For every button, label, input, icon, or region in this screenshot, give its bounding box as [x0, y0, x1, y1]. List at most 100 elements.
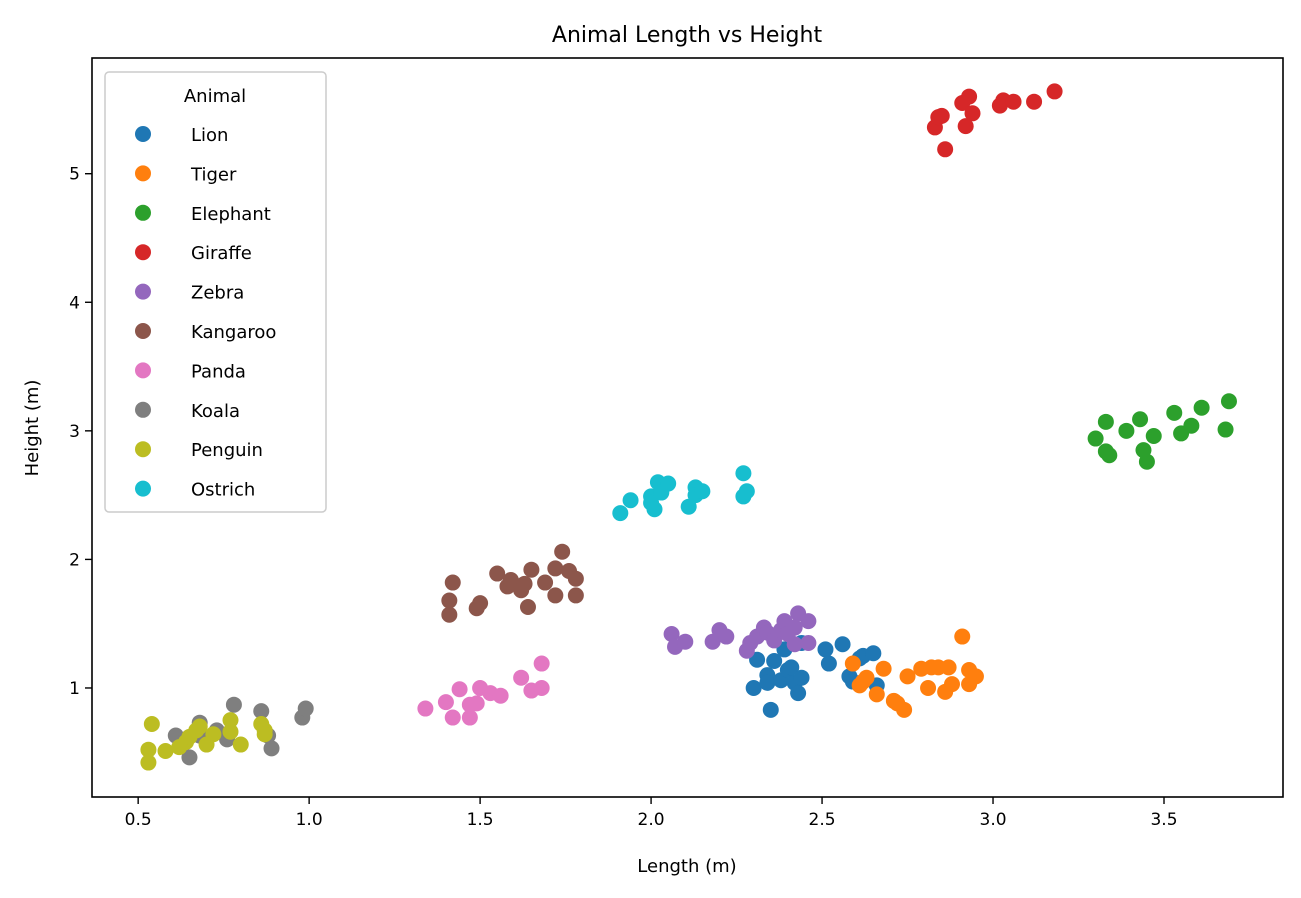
- data-point: [205, 726, 222, 743]
- data-point: [735, 465, 752, 482]
- x-tick-label: 2.5: [809, 810, 836, 830]
- legend-label: Giraffe: [191, 243, 252, 264]
- data-point: [143, 715, 160, 732]
- data-point: [943, 676, 960, 693]
- legend-label: Panda: [191, 361, 246, 382]
- data-point: [1087, 430, 1104, 447]
- legend-item: Zebra: [135, 283, 244, 304]
- series-panda: [417, 655, 550, 726]
- legend-marker: [135, 283, 151, 300]
- data-point: [1026, 93, 1043, 110]
- legend-item: Panda: [135, 361, 246, 382]
- data-point: [516, 575, 533, 592]
- data-point: [663, 625, 680, 642]
- data-point: [502, 571, 519, 588]
- data-point: [533, 679, 550, 696]
- series-giraffe: [926, 83, 1063, 158]
- data-point: [554, 543, 571, 560]
- data-point: [786, 619, 803, 636]
- legend: Animal Lion Tiger Elephant Giraffe Zebra Kang…: [104, 71, 327, 513]
- data-point: [444, 709, 461, 726]
- data-point: [858, 669, 875, 686]
- data-point: [1005, 93, 1022, 110]
- data-point: [451, 681, 468, 698]
- data-point: [786, 636, 803, 653]
- data-point: [680, 498, 697, 515]
- data-point: [1220, 393, 1237, 410]
- legend-marker: [135, 401, 151, 418]
- y-tick-label: 2: [69, 550, 80, 570]
- data-point: [441, 592, 458, 609]
- data-point: [820, 655, 837, 672]
- series-kangaroo: [441, 543, 584, 623]
- data-point: [677, 633, 694, 650]
- data-point: [954, 94, 971, 111]
- legend-marker: [135, 362, 151, 379]
- data-point: [417, 700, 434, 717]
- data-point: [749, 651, 766, 668]
- x-tick-label: 2.0: [638, 810, 665, 830]
- data-point: [1097, 413, 1114, 430]
- legend-label: Elephant: [191, 204, 271, 225]
- legend-label: Lion: [191, 125, 228, 146]
- data-point: [964, 105, 981, 122]
- legend-title: Animal: [184, 86, 246, 107]
- y-axis: 1 2 3 4 5: [69, 165, 92, 699]
- data-point: [834, 636, 851, 653]
- legend-item: Ostrich: [135, 480, 255, 501]
- data-point: [1166, 404, 1183, 421]
- data-point: [181, 749, 198, 766]
- y-tick-label: 4: [69, 293, 80, 313]
- x-tick-label: 3.0: [980, 810, 1007, 830]
- legend-item: Penguin: [135, 440, 263, 461]
- data-point: [704, 633, 721, 650]
- x-axis-label: Length (m): [637, 856, 736, 877]
- y-tick-label: 5: [69, 165, 80, 185]
- data-point: [437, 694, 454, 711]
- data-point: [1145, 427, 1162, 444]
- legend-marker: [135, 204, 151, 221]
- data-point: [612, 505, 629, 522]
- data-point: [800, 634, 817, 651]
- legend-label: Kangaroo: [191, 322, 276, 343]
- chart-title: Animal Length vs Height: [552, 23, 823, 48]
- data-point: [745, 679, 762, 696]
- data-point: [759, 674, 776, 691]
- data-point: [920, 679, 937, 696]
- data-point: [1132, 411, 1149, 428]
- data-point: [547, 587, 564, 604]
- legend-label: Koala: [191, 401, 240, 422]
- data-point: [533, 655, 550, 672]
- data-point: [472, 595, 489, 612]
- legend-item: Elephant: [135, 204, 271, 225]
- series-tiger: [844, 628, 984, 718]
- y-tick-label: 1: [69, 679, 80, 699]
- data-point: [1183, 417, 1200, 434]
- legend-marker: [135, 480, 151, 497]
- data-point: [622, 492, 639, 509]
- legend-item: Lion: [135, 125, 228, 146]
- data-point: [718, 628, 735, 645]
- series-penguin: [140, 712, 273, 771]
- data-point: [790, 685, 807, 702]
- data-point: [461, 709, 478, 726]
- legend-label: Ostrich: [191, 480, 255, 501]
- x-tick-label: 1.0: [296, 810, 323, 830]
- data-point: [567, 570, 584, 587]
- data-point: [492, 687, 509, 704]
- data-point: [844, 655, 861, 672]
- legend-frame: [104, 71, 327, 513]
- series-elephant: [1087, 393, 1237, 470]
- data-point: [157, 742, 174, 759]
- data-point: [800, 613, 817, 630]
- data-point: [513, 669, 530, 686]
- data-point: [957, 118, 974, 135]
- legend-marker: [135, 323, 151, 339]
- data-point: [140, 741, 157, 758]
- x-axis: 0.5 1.0 1.5 2.0 2.5 3.0 3.5: [125, 797, 1178, 830]
- data-point: [817, 641, 834, 658]
- data-point: [232, 736, 249, 753]
- legend-marker: [135, 244, 151, 261]
- plot-area: [140, 83, 1237, 771]
